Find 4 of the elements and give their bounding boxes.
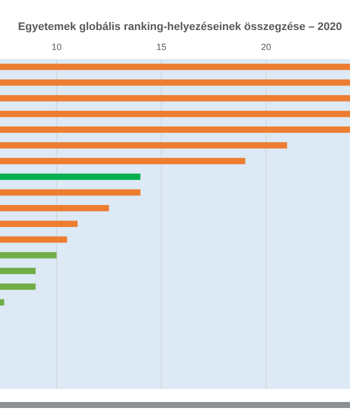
x-tick-label: 15 — [156, 42, 166, 52]
chart-title: Egyetemek globális ranking-helyezéseinek összegzése – 2020 — [18, 21, 342, 33]
x-tick-label: 20 — [261, 42, 272, 52]
x-tick-label: 10 — [52, 42, 62, 52]
